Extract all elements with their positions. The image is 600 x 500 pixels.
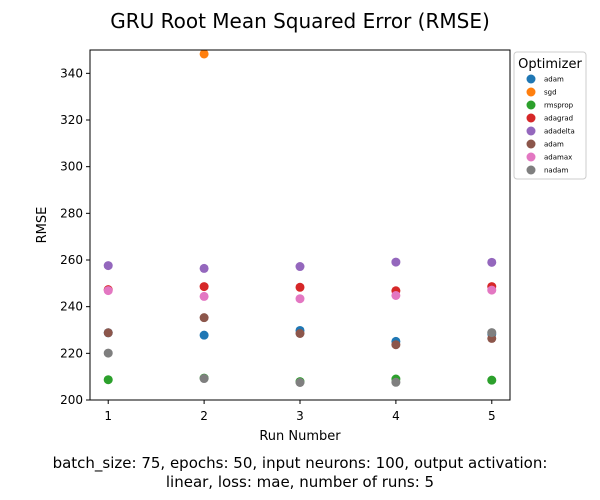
y-tick-label: 340: [60, 66, 83, 80]
y-tick-label: 220: [60, 346, 83, 360]
x-tick-label: 3: [296, 409, 304, 423]
legend-items: adam sgd rmsprop adagrad adadelta adam adamax n…: [526, 74, 575, 175]
legend-marker-adam: [526, 74, 536, 84]
legend-label: adadelta: [544, 128, 575, 136]
x-tick-label: 1: [104, 409, 112, 423]
legend: Optimizer adamsgdrmspropadagradadadeltaa…: [513, 51, 587, 180]
data-point-nadam: [487, 328, 497, 338]
data-point-adam: [199, 330, 209, 340]
x-tick-label: 4: [392, 409, 400, 423]
data-point-adam: [391, 340, 401, 350]
legend-label: adam: [544, 141, 564, 149]
y-tick-label: 300: [60, 160, 83, 174]
legend-label: rmsprop: [544, 102, 574, 110]
legend-label: adagrad: [544, 115, 573, 123]
data-point-adadelta: [487, 257, 497, 267]
data-points: [103, 49, 497, 387]
plot-frame: [89, 49, 511, 401]
y-tick-label: 320: [60, 113, 83, 127]
data-point-adam: [295, 329, 305, 338]
data-point-sgd: [199, 49, 209, 59]
legend-marker-adam: [526, 139, 536, 149]
legend-marker-sgd: [526, 87, 536, 97]
x-axis-label: Run Number: [259, 429, 341, 444]
data-point-rmsprop: [103, 375, 113, 385]
x-tick-label: 2: [200, 409, 208, 423]
caption-line-1: batch_size: 75, epochs: 50, input neuron…: [52, 454, 548, 472]
y-tick-label: 240: [60, 300, 83, 314]
data-point-nadam: [199, 374, 209, 384]
data-point-adagrad: [199, 282, 209, 292]
legend-marker-adamax: [526, 152, 536, 162]
y-tick-label: 200: [60, 393, 83, 407]
y-axis: 200 220 240 260 280 300 320 340: [60, 66, 90, 407]
y-tick-label: 260: [60, 253, 83, 267]
data-point-adam: [199, 313, 209, 323]
data-point-nadam: [391, 377, 401, 387]
x-tick-label: 5: [488, 409, 496, 423]
data-point-adamax: [199, 291, 209, 301]
data-point-adagrad: [295, 282, 305, 292]
data-point-adamax: [391, 290, 401, 300]
data-point-nadam: [103, 348, 113, 358]
figure-caption: batch_size: 75, epochs: 50, input neuron…: [0, 454, 600, 492]
legend-label: adamax: [544, 154, 572, 162]
x-axis: 1 2 3 4 5: [104, 400, 496, 423]
data-point-adam: [103, 328, 113, 338]
data-point-adadelta: [199, 263, 209, 273]
y-tick-label: 280: [60, 206, 83, 220]
legend-marker-rmsprop: [526, 100, 536, 110]
data-point-nadam: [295, 378, 305, 387]
y-axis-label: RMSE: [35, 207, 50, 244]
legend-marker-nadam: [526, 165, 536, 175]
data-point-adadelta: [391, 257, 401, 267]
data-point-adadelta: [295, 262, 305, 272]
data-point-rmsprop: [487, 375, 497, 385]
data-point-adamax: [487, 285, 497, 295]
legend-label: sgd: [544, 89, 557, 97]
data-point-adadelta: [103, 261, 113, 271]
legend-marker-adadelta: [526, 126, 536, 136]
caption-line-2: linear, loss: mae, number of runs: 5: [165, 473, 435, 491]
legend-title: Optimizer: [518, 57, 582, 72]
legend-marker-adagrad: [526, 113, 536, 123]
legend-label: nadam: [544, 167, 568, 175]
legend-label: adam: [544, 76, 564, 84]
chart-title: GRU Root Mean Squared Error (RMSE): [110, 9, 490, 33]
data-point-adamax: [103, 286, 113, 296]
data-point-adamax: [295, 294, 305, 304]
